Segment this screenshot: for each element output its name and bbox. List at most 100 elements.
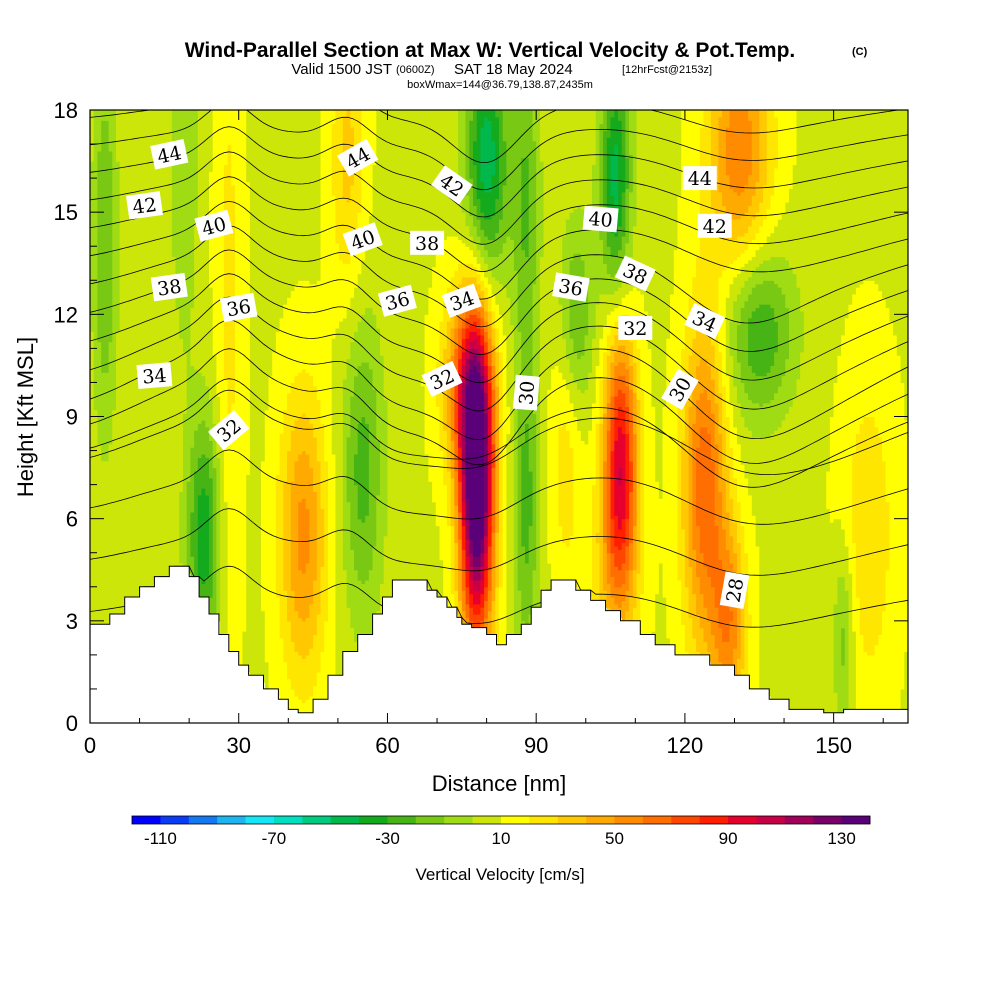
velocity-cell (465, 225, 470, 247)
velocity-cell (283, 661, 288, 707)
velocity-cell (725, 110, 731, 128)
x-axis-label: Distance [nm] (432, 771, 567, 796)
isentrope-line (90, 508, 908, 576)
contour-label: 40 (582, 205, 619, 233)
velocity-cell (554, 365, 560, 588)
velocity-cell (718, 491, 723, 561)
velocity-cell (703, 321, 708, 360)
velocity-cell (789, 188, 794, 268)
velocity-cell (710, 345, 716, 380)
colorbar-swatch (245, 816, 275, 824)
velocity-cell (476, 362, 482, 373)
velocity-cell (789, 266, 794, 407)
velocity-cell (740, 110, 746, 193)
velocity-cell (740, 525, 746, 574)
velocity-cell (770, 433, 775, 707)
velocity-cell (290, 481, 296, 591)
velocity-cell (606, 293, 612, 315)
isentrope-line (90, 449, 908, 525)
velocity-cell (606, 273, 612, 295)
velocity-cell (469, 324, 474, 332)
velocity-cell (346, 263, 351, 309)
y-tick-label: 3 (66, 609, 78, 634)
velocity-cell (209, 597, 214, 622)
velocity-cell (751, 256, 757, 271)
velocity-cell (298, 654, 303, 700)
velocity-cell (714, 648, 720, 673)
velocity-cell (763, 375, 768, 404)
velocity-cell (829, 416, 835, 523)
colorbar-swatch (330, 816, 360, 824)
velocity-cell (406, 110, 411, 588)
velocity-cell (610, 154, 615, 196)
velocity-cell (569, 372, 574, 404)
velocity-cell (722, 528, 727, 571)
velocity-cell (632, 287, 638, 329)
velocity-cell (484, 586, 489, 601)
velocity-cell (346, 501, 351, 608)
velocity-cell (428, 110, 433, 288)
velocity-cell (565, 389, 571, 431)
velocity-cell (391, 110, 396, 588)
velocity-cell (227, 413, 232, 659)
colorbar-swatch (614, 816, 644, 824)
velocity-cell (763, 219, 768, 244)
velocity-cell (495, 232, 500, 257)
velocity-cell (573, 351, 578, 383)
velocity-cell (346, 607, 351, 659)
velocity-cell (792, 273, 798, 397)
velocity-cell (402, 110, 407, 588)
velocity-cell (696, 447, 701, 527)
velocity-cell (629, 154, 634, 193)
velocity-cell (476, 249, 482, 264)
velocity-cell (807, 110, 812, 717)
velocity-cell (744, 280, 749, 302)
velocity-cell (833, 518, 838, 605)
velocity-cell (614, 416, 619, 441)
velocity-cell (614, 515, 619, 547)
velocity-cell (755, 232, 760, 251)
velocity-cell (603, 542, 608, 591)
velocity-cell (737, 402, 742, 445)
velocity-cell (603, 110, 608, 131)
velocity-cell (874, 283, 879, 428)
contour-label-box (684, 303, 726, 340)
velocity-cell (755, 249, 760, 268)
velocity-cell (763, 304, 768, 377)
velocity-cell (707, 433, 712, 578)
contour-label-text: 28 (723, 577, 749, 605)
velocity-cell (212, 423, 218, 469)
velocity-cell (900, 110, 905, 383)
velocity-cell (662, 597, 667, 653)
velocity-cell (621, 562, 627, 584)
contour-label: 32 (618, 316, 653, 340)
velocity-cell (681, 440, 686, 530)
velocity-cell (777, 110, 783, 220)
velocity-cell (454, 328, 459, 349)
velocity-cell (625, 334, 630, 353)
velocity-cell (848, 304, 853, 574)
velocity-cell (562, 423, 567, 544)
velocity-cell (755, 307, 760, 377)
velocity-cell (588, 372, 593, 431)
velocity-cell (461, 328, 467, 339)
velocity-cell (458, 511, 463, 540)
velocity-cell (614, 545, 619, 567)
velocity-cell (473, 338, 478, 349)
velocity-cell (744, 477, 749, 554)
velocity-cell (428, 481, 433, 598)
velocity-cell (606, 334, 612, 356)
velocity-cell (469, 348, 474, 360)
velocity-cell (298, 454, 303, 503)
velocity-cell (692, 593, 697, 639)
velocity-cell (599, 293, 604, 339)
velocity-cell (209, 477, 214, 598)
velocity-cell (473, 556, 478, 567)
velocity-cell (562, 379, 567, 424)
velocity-cell (625, 351, 630, 370)
velocity-cell (283, 110, 288, 305)
velocity-cell (301, 368, 307, 414)
velocity-cell (525, 562, 530, 629)
velocity-cell (603, 460, 608, 544)
